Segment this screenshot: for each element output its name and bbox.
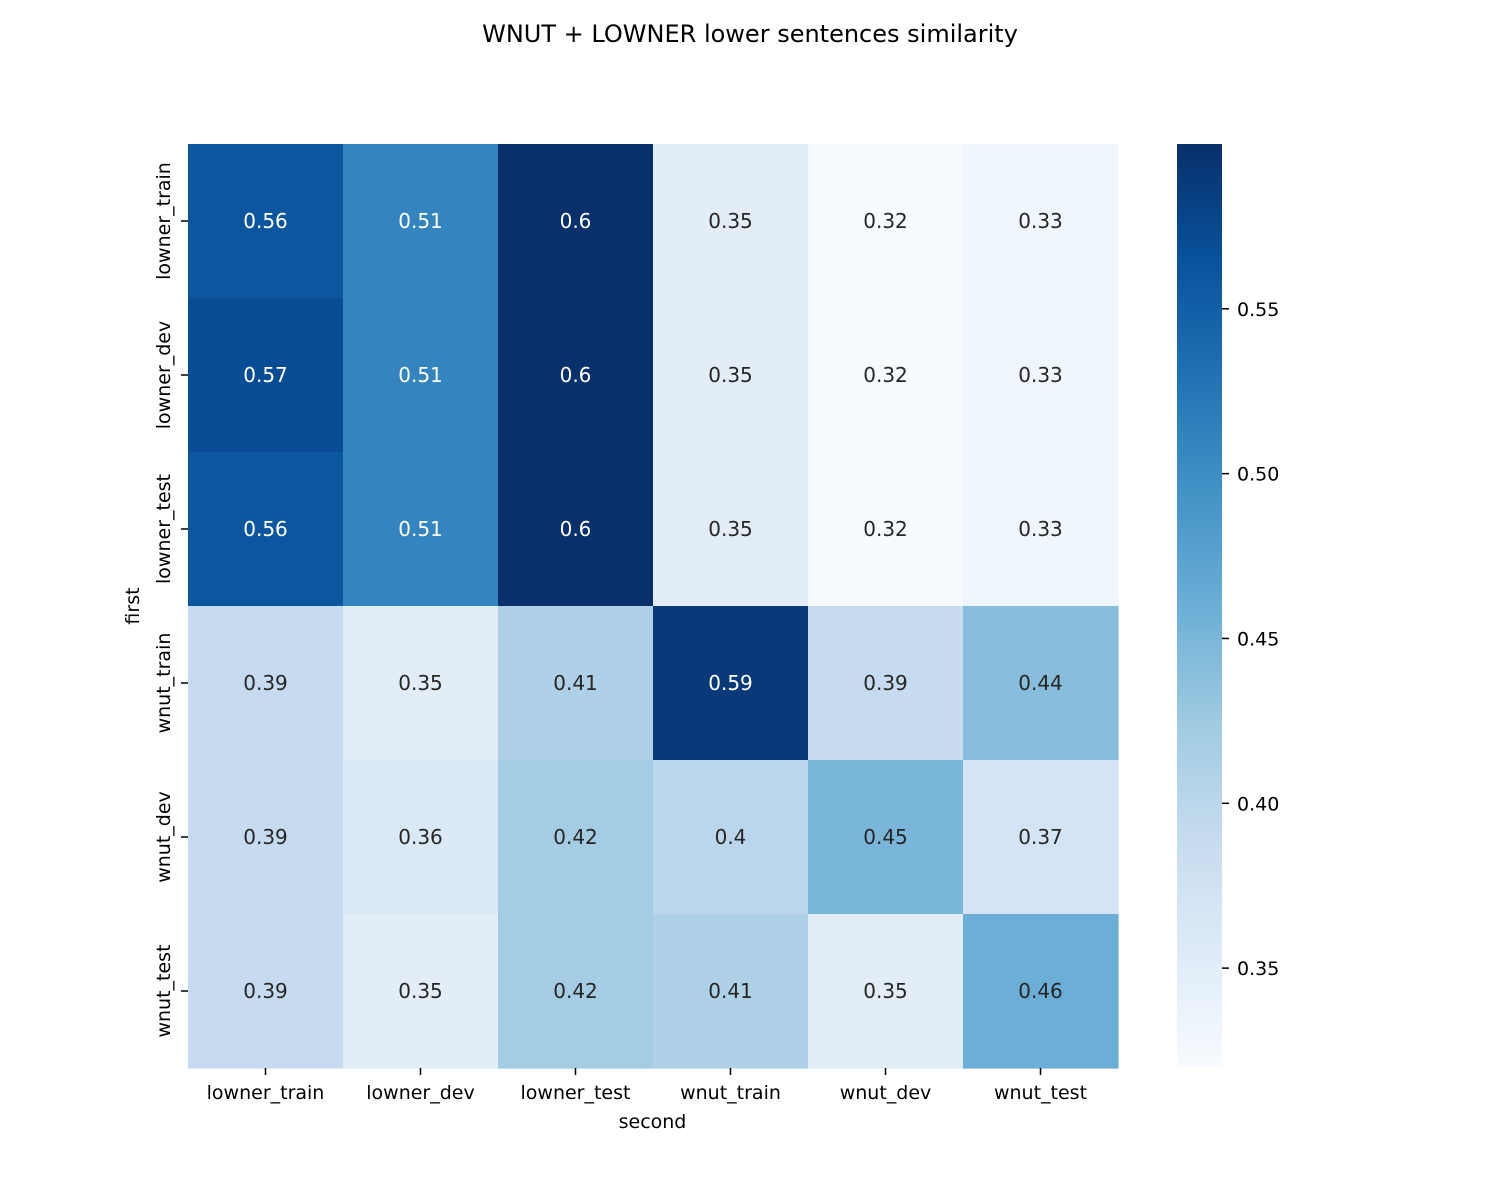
- x-axis-label: second: [619, 1111, 687, 1133]
- heatmap-cell-wnut-test-lowner-test: [498, 914, 654, 1069]
- heatmap-cell-lowner-dev-lowner-dev: [343, 298, 499, 453]
- cell-value-label: 0.57: [243, 363, 288, 387]
- heatmap-cell-lowner-train-wnut-dev: [808, 144, 964, 299]
- cell-value-label: 0.35: [398, 671, 443, 695]
- cell-value-label: 0.4: [715, 825, 747, 849]
- x-tick-label: wnut_test: [994, 1082, 1087, 1104]
- cell-value-label: 0.44: [1018, 671, 1063, 695]
- heatmap-cell-wnut-test-wnut-test: [963, 914, 1119, 1069]
- heatmap-cell-lowner-train-lowner-train: [188, 144, 344, 299]
- heatmap-cell-wnut-test-wnut-dev: [808, 914, 964, 1069]
- cell-value-label: 0.51: [398, 517, 443, 541]
- cell-value-label: 0.35: [863, 979, 908, 1003]
- heatmap-cell-lowner-dev-lowner-test: [498, 298, 654, 453]
- cell-value-label: 0.35: [708, 517, 753, 541]
- cell-value-label: 0.42: [553, 979, 598, 1003]
- heatmap-cell-lowner-train-wnut-test: [963, 144, 1119, 299]
- colorbar-tick-label: 0.45: [1237, 628, 1279, 650]
- y-tick-label: lowner_train: [153, 162, 175, 280]
- heatmap-cell-wnut-dev-lowner-test: [498, 760, 654, 915]
- cell-value-label: 0.33: [1018, 209, 1063, 233]
- heatmap-cell-wnut-train-wnut-train: [653, 606, 809, 761]
- chart-title: WNUT + LOWNER lower sentences similarity: [482, 20, 1018, 48]
- cell-value-label: 0.39: [243, 825, 288, 849]
- cell-value-label: 0.33: [1018, 517, 1063, 541]
- cell-value-label: 0.41: [553, 671, 598, 695]
- cell-value-label: 0.45: [863, 825, 908, 849]
- cell-value-label: 0.41: [708, 979, 753, 1003]
- x-tick-label: lowner_test: [521, 1082, 631, 1104]
- cell-value-label: 0.39: [243, 979, 288, 1003]
- y-tick-label: lowner_test: [153, 474, 175, 584]
- cell-value-label: 0.51: [398, 363, 443, 387]
- heatmap-cell-lowner-train-lowner-dev: [343, 144, 499, 299]
- cell-value-label: 0.56: [243, 209, 288, 233]
- heatmap-cell-lowner-dev-wnut-test: [963, 298, 1119, 453]
- cell-value-label: 0.36: [398, 825, 443, 849]
- cell-value-label: 0.32: [863, 517, 908, 541]
- cell-value-label: 0.37: [1018, 825, 1063, 849]
- colorbar-tick-label: 0.35: [1237, 958, 1279, 980]
- cell-value-label: 0.35: [398, 979, 443, 1003]
- heatmap-cell-wnut-dev-lowner-train: [188, 760, 344, 915]
- heatmap-cell-wnut-test-lowner-dev: [343, 914, 499, 1069]
- cell-value-label: 0.32: [863, 363, 908, 387]
- cell-value-label: 0.6: [560, 517, 592, 541]
- heatmap-cell-lowner-test-wnut-dev: [808, 452, 964, 607]
- cell-value-label: 0.39: [243, 671, 288, 695]
- cell-value-label: 0.39: [863, 671, 908, 695]
- heatmap-cell-wnut-train-lowner-dev: [343, 606, 499, 761]
- heatmap-cell-wnut-test-lowner-train: [188, 914, 344, 1069]
- cell-value-label: 0.42: [553, 825, 598, 849]
- cell-value-label: 0.46: [1018, 979, 1063, 1003]
- x-tick-label: wnut_train: [680, 1082, 781, 1104]
- heatmap-cell-lowner-test-lowner-dev: [343, 452, 499, 607]
- heatmap-cell-lowner-train-lowner-test: [498, 144, 654, 299]
- colorbar: [1177, 144, 1222, 1067]
- heatmap-cell-lowner-dev-lowner-train: [188, 298, 344, 453]
- heatmap-cell-wnut-train-lowner-test: [498, 606, 654, 761]
- heatmap-cell-wnut-train-wnut-test: [963, 606, 1119, 761]
- heatmap-cell-wnut-train-lowner-train: [188, 606, 344, 761]
- heatmap-cell-lowner-test-wnut-test: [963, 452, 1119, 607]
- cell-value-label: 0.56: [243, 517, 288, 541]
- heatmap-cell-lowner-train-wnut-train: [653, 144, 809, 299]
- y-tick-label: wnut_dev: [153, 791, 175, 883]
- heatmap-cell-wnut-test-wnut-train: [653, 914, 809, 1069]
- x-tick-label: lowner_dev: [366, 1082, 474, 1104]
- heatmap-cells: 0.56 0.51 0.6 0.35 0.32 0.33 0.57 0.51 0.6 0.35 0.…: [188, 144, 1119, 1069]
- colorbar-tick-label: 0.55: [1237, 299, 1279, 321]
- heatmap-cell-lowner-dev-wnut-train: [653, 298, 809, 453]
- heatmap-cell-wnut-dev-wnut-test: [963, 760, 1119, 915]
- heatmap-cell-lowner-test-lowner-test: [498, 452, 654, 607]
- heatmap-cell-lowner-test-lowner-train: [188, 452, 344, 607]
- x-tick-label: wnut_dev: [840, 1082, 932, 1104]
- x-axis-ticks: lowner_train lowner_dev lowner_test wnut_tr…: [207, 1068, 1087, 1104]
- heatmap-cell-wnut-dev-wnut-train: [653, 760, 809, 915]
- heatmap-cell-wnut-dev-lowner-dev: [343, 760, 499, 915]
- colorbar-tick-label: 0.40: [1237, 793, 1279, 815]
- cell-value-label: 0.6: [560, 363, 592, 387]
- y-axis-label: first: [122, 587, 144, 624]
- heatmap-cell-lowner-dev-wnut-dev: [808, 298, 964, 453]
- y-tick-label: wnut_train: [153, 633, 175, 734]
- y-tick-label: lowner_dev: [153, 321, 175, 429]
- heatmap-cell-wnut-train-wnut-dev: [808, 606, 964, 761]
- cell-value-label: 0.6: [560, 209, 592, 233]
- colorbar-tick-label: 0.50: [1237, 464, 1279, 486]
- cell-value-label: 0.32: [863, 209, 908, 233]
- cell-value-label: 0.51: [398, 209, 443, 233]
- cell-value-label: 0.59: [708, 671, 753, 695]
- cell-value-label: 0.35: [708, 363, 753, 387]
- x-tick-label: lowner_train: [207, 1082, 325, 1104]
- heatmap-cell-wnut-dev-wnut-dev: [808, 760, 964, 915]
- cell-value-label: 0.33: [1018, 363, 1063, 387]
- cell-value-label: 0.35: [708, 209, 753, 233]
- colorbar-ticks: 0.35 0.40 0.45 0.50 0.55: [1222, 299, 1279, 980]
- y-axis-ticks: lowner_train lowner_dev lowner_test wnut_tr…: [153, 162, 188, 1038]
- y-tick-label: wnut_test: [153, 944, 175, 1037]
- heatmap-cell-lowner-test-wnut-train: [653, 452, 809, 607]
